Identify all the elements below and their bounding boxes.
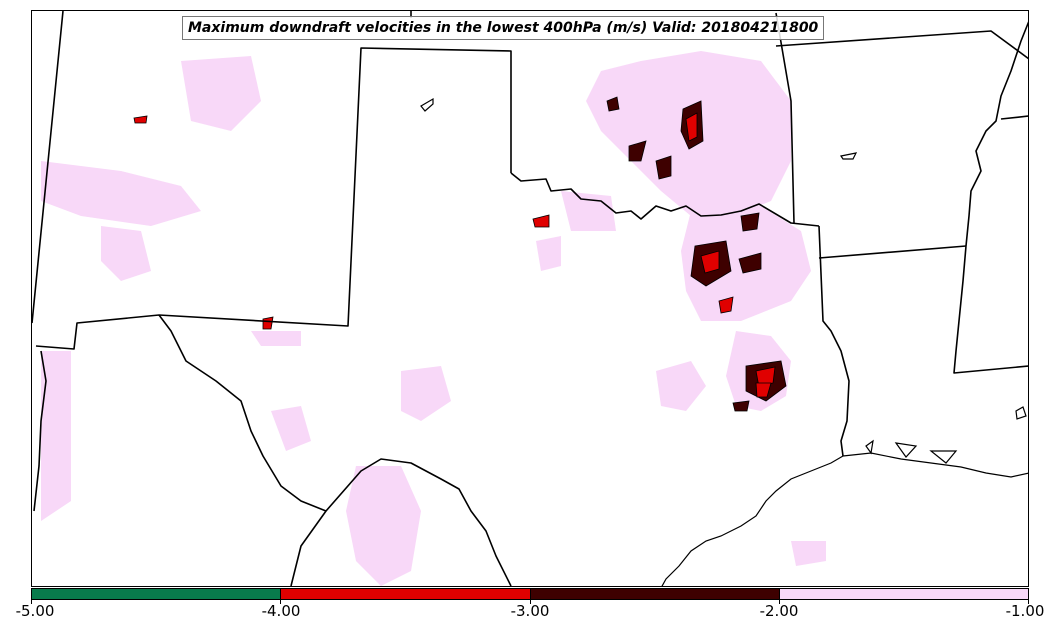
weak-downdraft-area [791,541,826,566]
state-boundaries [32,11,1028,586]
border-oklahoma-texas [510,172,820,227]
coastline-louisiana [842,452,1028,478]
strong-downdraft-field [133,96,787,412]
moderate-downdraft-cell [700,250,720,274]
weak-downdraft-area [346,466,421,586]
map-title: Maximum downdraft velocities in the lowe… [182,16,825,40]
border-missouri-arkansas [775,30,1028,60]
moderate-downdraft-cell [262,316,274,330]
strong-downdraft-cell [738,252,762,274]
gulf-coastline [420,97,1028,586]
colorbar [31,588,1029,600]
border-mississippi-louisiana [953,245,1028,374]
border-arkansas-louisiana [818,245,967,259]
lake-shape [865,439,874,455]
border-texas-outline [158,314,512,586]
colorbar-tick-label: -4.00 [261,602,301,620]
colorbar-bin [280,589,530,599]
colorbar-tick [280,600,281,604]
weak-downdraft-area [101,226,151,281]
lake-shape [1015,406,1027,420]
moderate-downdraft-cell [532,214,550,228]
colorbar-tick-label: -1.00 [1005,602,1045,620]
colorbar-tick [530,600,531,604]
border-new-mexico [32,11,512,350]
weak-downdraft-area [401,366,451,421]
border-west [33,350,47,512]
weak-downdraft-field [41,51,826,586]
weak-downdraft-area [656,361,706,411]
strong-downdraft-cell [655,155,672,180]
strong-downdraft-cell [740,212,760,232]
colorbar-tick-label: -2.00 [759,602,799,620]
colorbar-bin [32,589,281,599]
colorbar-bin [529,589,779,599]
strong-downdraft-cell [628,140,647,162]
colorbar-tick-label: -5.00 [15,602,55,620]
border-mississippi-river [965,21,1028,247]
border-oklahoma-east [775,12,795,224]
moderate-downdraft-cell [755,382,772,398]
weak-downdraft-area [271,406,311,451]
strong-downdraft-cell [606,96,620,112]
weak-downdraft-area [41,351,71,521]
map-canvas [32,11,1028,586]
moderate-downdraft-cell [685,112,698,142]
moderate-downdraft-cell [133,115,148,124]
weak-downdraft-area [536,236,561,271]
colorbar-bin [778,589,1028,599]
colorbar-tick-label: -3.00 [510,602,550,620]
weak-downdraft-area [561,191,616,231]
lake-shape [894,442,918,458]
map-panel [31,10,1029,587]
lake-shape [929,450,958,464]
coastline-texas [661,455,844,586]
colorbar-tick [779,600,780,604]
border-texas-louisiana [818,225,850,457]
border-mexico [290,510,327,586]
moderate-downdraft-cell [755,366,776,388]
weak-downdraft-area [181,56,261,131]
weak-downdraft-area [251,331,301,346]
strong-downdraft-cell [732,400,750,412]
weak-downdraft-area [41,161,201,226]
lake-shape [840,152,858,160]
colorbar-tick [1028,600,1029,604]
colorbar-tick [31,600,32,604]
lake-shape [420,97,434,112]
moderate-downdraft-cell [718,296,734,314]
border-tennessee [1000,115,1028,120]
